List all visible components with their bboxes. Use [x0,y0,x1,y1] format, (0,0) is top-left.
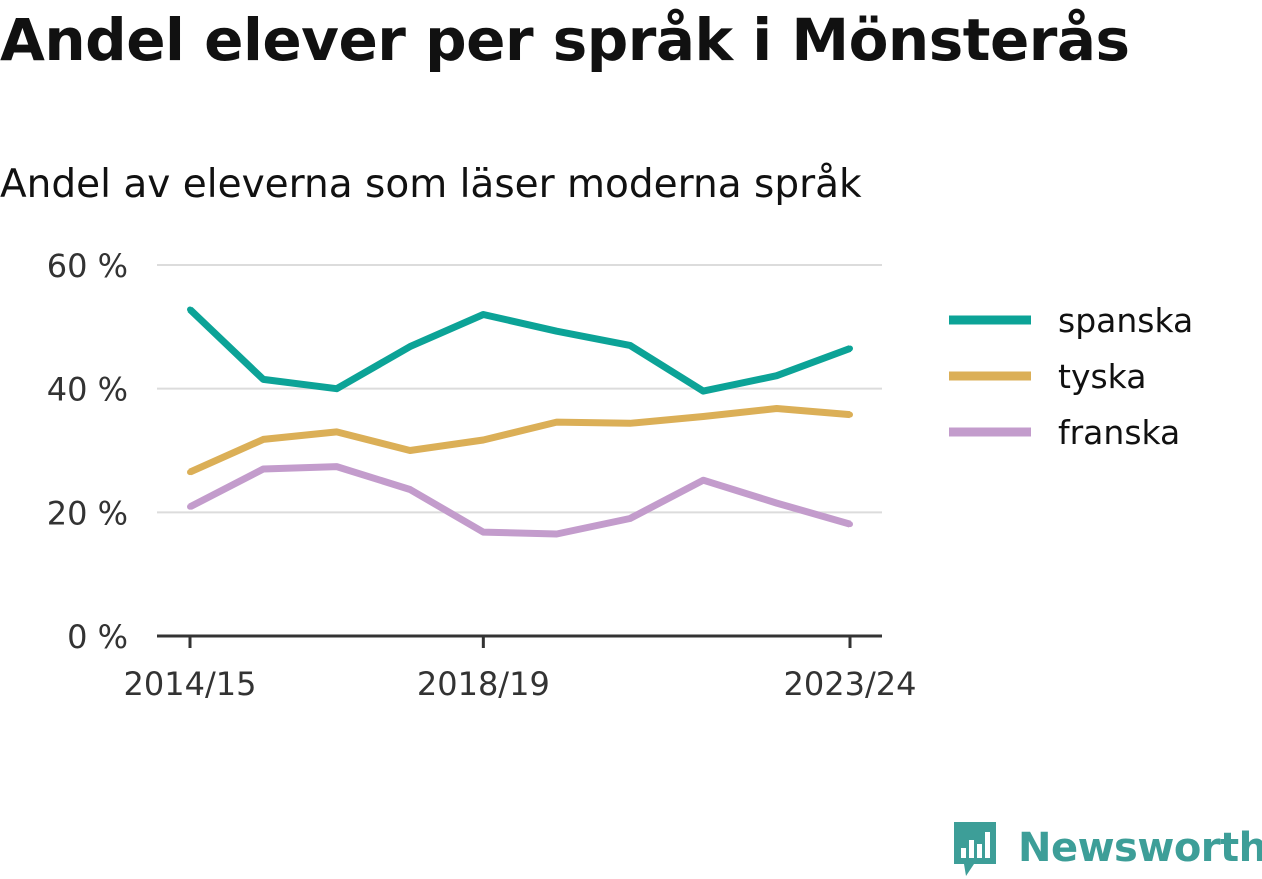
brand-name: Newsworthy [1018,825,1262,871]
data-point-spanska [333,385,340,392]
x-tick-label: 2023/24 [784,665,917,703]
legend-label-spanska: spanska [1058,301,1193,340]
data-point-tyska [700,413,707,420]
series-line-tyska [188,405,851,476]
chart-title: Andel elever per språk i Mönsterås [0,6,1130,74]
data-point-tyska [847,411,853,418]
chart-subtitle: Andel av eleverna som läser moderna språ… [0,162,862,207]
data-point-spanska [553,328,560,335]
data-point-franska [260,466,267,473]
data-point-tyska [407,447,413,454]
series-line-spanska [187,306,852,395]
data-point-spanska [187,306,193,313]
data-point-tyska [627,420,633,427]
data-point-tyska [187,469,193,476]
data-point-franska [553,530,560,537]
data-point-tyska [480,436,487,443]
data-point-spanska [700,388,707,395]
x-tick-label: 2014/15 [124,665,257,703]
data-point-tyska [333,428,340,435]
data-point-spanska [847,345,853,352]
data-point-franska [480,529,487,536]
data-point-spanska [260,376,267,383]
brand: Newsworthy [950,818,1262,878]
legend-label-franska: franska [1058,413,1180,452]
data-point-franska [407,486,413,493]
data-point-franska [627,515,633,522]
series-line-franska [188,463,851,538]
data-point-franska [333,463,340,470]
data-point-spanska [627,342,633,349]
data-point-franska [773,500,780,507]
data-point-spanska [407,343,413,350]
y-tick-label: 0 % [67,618,128,656]
data-point-spanska [773,372,780,379]
legend-label-tyska: tyska [1058,357,1146,396]
data-point-franska [700,477,707,484]
data-point-tyska [260,436,267,443]
data-point-franska [187,503,193,510]
data-point-franska [847,521,853,528]
data-point-tyska [773,405,780,412]
y-tick-label: 40 % [47,371,128,409]
data-point-tyska [553,419,560,426]
y-tick-label: 20 % [47,494,128,532]
data-point-spanska [480,311,487,318]
x-tick-label: 2018/19 [417,665,550,703]
y-tick-label: 60 % [47,247,128,285]
newsworthy-logo-icon [954,822,996,876]
